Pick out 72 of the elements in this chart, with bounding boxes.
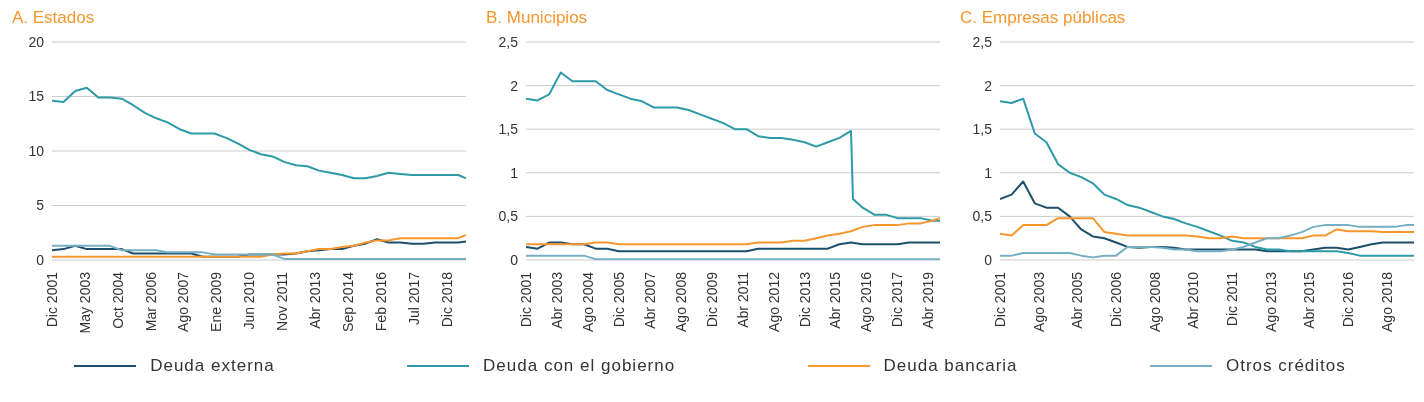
legend-label: Deuda con el gobierno [483, 356, 676, 376]
x-tick-label: Ago 2013 [1262, 271, 1279, 332]
x-tick-label: Jun 2010 [241, 271, 258, 330]
line-series [1000, 224, 1414, 259]
y-tick-label: 0 [984, 251, 993, 268]
x-tick-label: Dic 2018 [438, 271, 455, 328]
y-tick-label: 0 [510, 251, 519, 268]
x-tick-label: Ago 2018 [1378, 271, 1395, 332]
line-series [526, 217, 940, 246]
legend-label: Deuda bancaria [883, 356, 1018, 376]
x-tick-label: Dic 2006 [1108, 271, 1125, 328]
x-tick-label: Dic 2016 [1340, 271, 1357, 328]
line-series [526, 71, 940, 222]
x-tick-label: Abr 2010 [1185, 271, 1202, 329]
y-tick-label: 5 [36, 197, 45, 214]
x-tick-label: Nov 2011 [274, 271, 291, 331]
x-tick-label: Ago 2008 [672, 271, 689, 332]
x-tick-label: Dic 2005 [610, 271, 627, 328]
y-tick-label: 1,5 [972, 121, 993, 138]
x-tick-label: Abr 2019 [920, 271, 937, 329]
x-tick-label: Dic 2013 [796, 271, 813, 328]
x-tick-label: Dic 2001 [517, 271, 534, 328]
line-series [1000, 97, 1414, 257]
x-tick-label: Dic 2011 [1224, 271, 1241, 327]
x-tick-label: Mar 2006 [142, 271, 159, 332]
chart-title: C. Empresas públicas [959, 8, 1127, 29]
y-tick-label: 2,5 [498, 33, 519, 50]
x-tick-label: May 2003 [76, 271, 93, 334]
x-tick-label: Ago 2012 [765, 271, 782, 332]
x-tick-label: Oct 2004 [109, 271, 126, 329]
legend-label: Deuda externa [150, 356, 275, 376]
y-tick-label: 15 [28, 88, 45, 105]
x-tick-label: Dic 2009 [703, 271, 720, 328]
x-tick-label: Ago 2004 [579, 271, 596, 332]
chart-title: B. Municipios [485, 8, 589, 29]
y-tick-label: 1 [510, 164, 519, 181]
y-tick-label: 20 [28, 33, 45, 50]
x-tick-label: Abr 2003 [548, 271, 565, 329]
x-tick-label: Ago 2008 [1146, 271, 1163, 332]
x-tick-label: Abr 2005 [1069, 271, 1086, 329]
y-tick-label: 0,5 [498, 208, 519, 225]
y-tick-label: 0,5 [972, 208, 993, 225]
x-tick-label: Abr 2011 [734, 271, 751, 328]
line-series [526, 241, 940, 253]
line-series [1000, 180, 1414, 253]
x-tick-label: Abr 2013 [307, 271, 324, 329]
x-tick-label: Ene 2009 [208, 271, 225, 332]
y-tick-label: 0 [36, 251, 45, 268]
x-tick-label: Abr 2007 [641, 271, 658, 329]
line-series [52, 233, 466, 258]
y-tick-label: 1,5 [498, 121, 519, 138]
legend-label: Otros créditos [1225, 356, 1346, 376]
y-tick-label: 1 [984, 164, 993, 181]
x-tick-label: Ago 2016 [858, 271, 875, 332]
line-series [52, 86, 466, 180]
y-tick-label: 2 [510, 77, 519, 94]
x-tick-label: Ago 2003 [1030, 271, 1047, 332]
x-tick-label: Abr 2015 [1301, 271, 1318, 329]
x-tick-label: Ago 2007 [175, 271, 192, 332]
line-series [52, 244, 466, 260]
y-tick-label: 2,5 [972, 33, 993, 50]
x-tick-label: Dic 2001 [43, 271, 60, 328]
x-tick-label: Dic 2017 [889, 271, 906, 328]
y-tick-label: 10 [28, 142, 45, 159]
x-tick-label: Feb 2016 [372, 271, 389, 332]
x-tick-label: Abr 2015 [827, 271, 844, 329]
line-series [1000, 217, 1414, 240]
x-tick-label: Dic 2001 [991, 271, 1008, 328]
y-tick-label: 2 [984, 77, 993, 94]
chart-title: A. Estados [11, 8, 96, 29]
x-tick-label: Jul 2017 [405, 271, 422, 325]
x-tick-label: Sep 2014 [339, 271, 356, 332]
